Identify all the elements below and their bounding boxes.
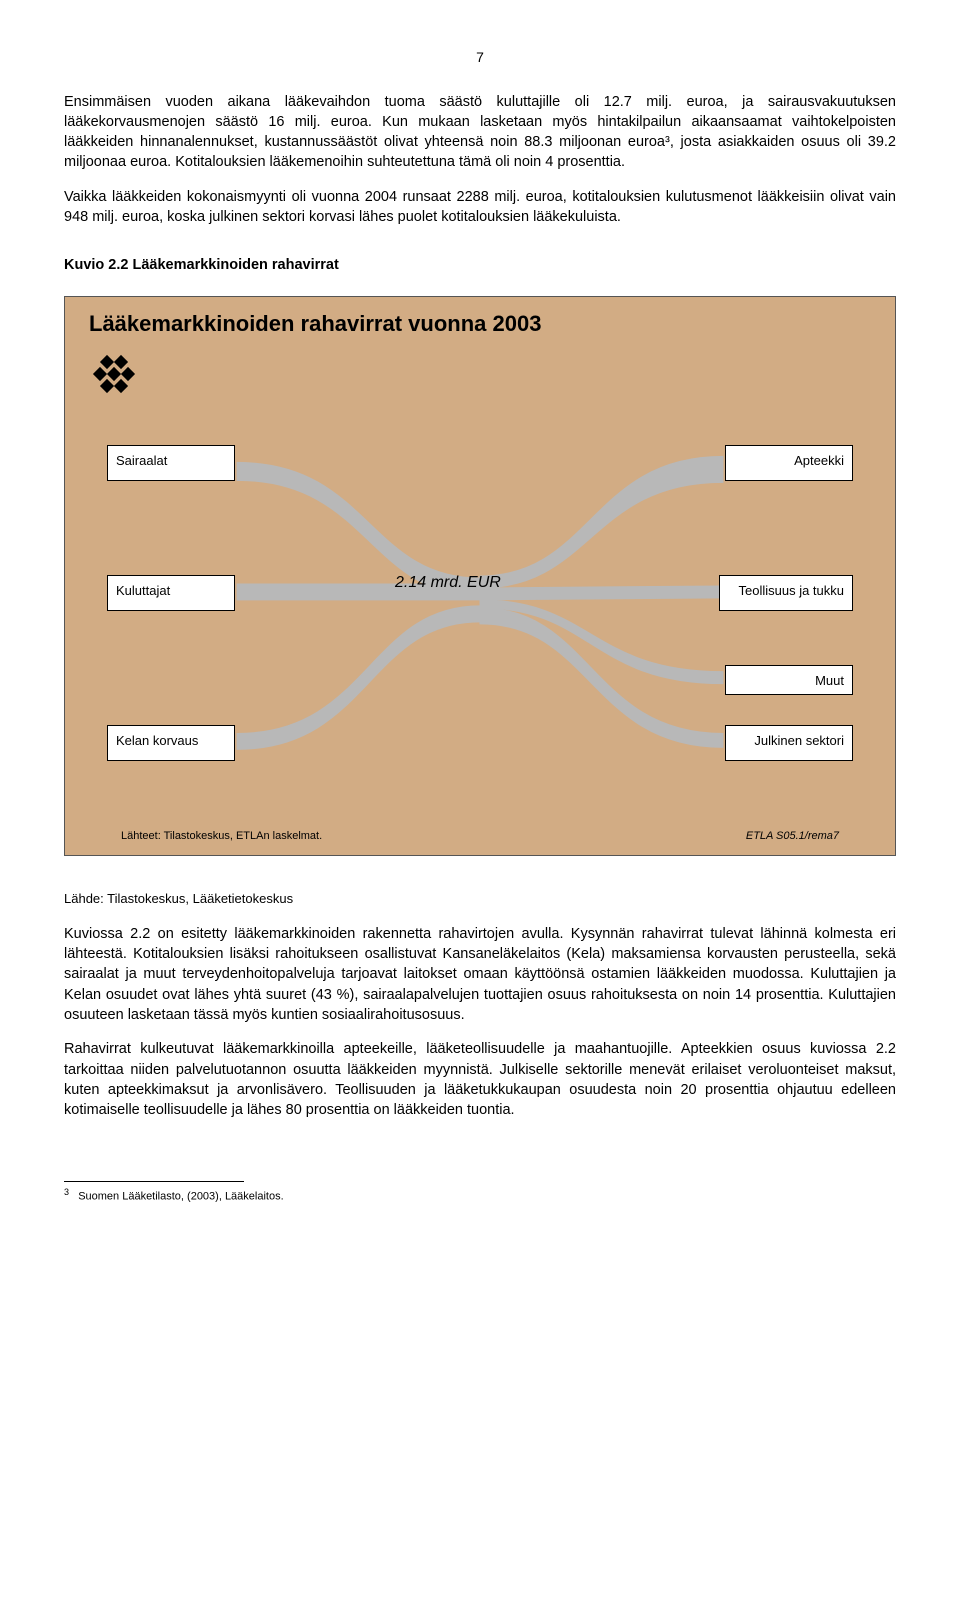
diagram-footer-ref: ETLA S05.1/rema7 (746, 829, 839, 844)
paragraph-2: Vaikka lääkkeiden kokonaismyynti oli vuo… (64, 187, 896, 228)
diagram-node: Kuluttajat (107, 575, 235, 611)
flow-band (480, 600, 723, 684)
diagram-node: Kelan korvaus (107, 725, 235, 761)
footnote-separator (64, 1181, 244, 1182)
diagram-footer-sources: Lähteet: Tilastokeskus, ETLAn laskelmat. (121, 829, 322, 844)
figure-title: Kuvio 2.2 Lääkemarkkinoiden rahavirrat (64, 255, 896, 275)
footnote-number: 3 (64, 1187, 69, 1197)
center-amount-label: 2.14 mrd. EUR (395, 572, 501, 594)
flow-band (237, 606, 480, 749)
paragraph-4: Rahavirrat kulkeutuvat lääkemarkkinoilla… (64, 1039, 896, 1120)
footnote-text: Suomen Lääketilasto, (2003), Lääkelaitos… (78, 1190, 283, 1202)
flow-band (480, 586, 723, 600)
diagram-node: Sairaalat (107, 445, 235, 481)
source-line: Lähde: Tilastokeskus, Lääketietokeskus (64, 890, 896, 908)
flow-band (480, 456, 723, 588)
diagram-node: Julkinen sektori (725, 725, 853, 761)
diagram-node: Apteekki (725, 445, 853, 481)
footnote: 3 Suomen Lääketilasto, (2003), Lääkelait… (64, 1186, 896, 1205)
paragraph-3: Kuviossa 2.2 on esitetty lääkemarkkinoid… (64, 924, 896, 1025)
diagram-node: Teollisuus ja tukku (719, 575, 853, 611)
diagram-node: Muut (725, 665, 853, 695)
flow-diagram: Lääkemarkkinoiden rahavirrat vuonna 2003… (64, 296, 896, 856)
page-number: 7 (64, 48, 896, 68)
paragraph-1: Ensimmäisen vuoden aikana lääkevaihdon t… (64, 92, 896, 173)
